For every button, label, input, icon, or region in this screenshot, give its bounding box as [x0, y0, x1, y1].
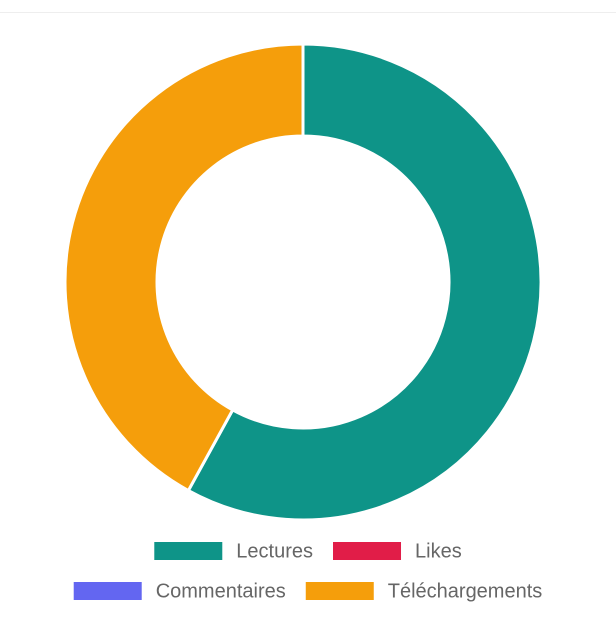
- legend-item[interactable]: Likes: [333, 540, 462, 562]
- doughnut: [63, 42, 543, 522]
- legend-swatch: [154, 542, 223, 560]
- legend-label: Téléchargements: [388, 580, 543, 602]
- legend-label: Lectures: [236, 540, 313, 562]
- doughnut-segment: [63, 42, 305, 493]
- legend-swatch: [333, 542, 402, 560]
- legend-item[interactable]: Lectures: [154, 540, 313, 562]
- legend: Lectures Likes Commentaires Téléchargements: [73, 540, 543, 602]
- legend-item[interactable]: Commentaires: [73, 580, 286, 602]
- legend-label: Commentaires: [156, 580, 286, 602]
- legend-swatch: [305, 582, 374, 600]
- doughnut-segment: [186, 42, 543, 522]
- legend-label: Likes: [415, 540, 462, 562]
- legend-swatch: [73, 582, 142, 600]
- legend-item[interactable]: Téléchargements: [305, 580, 543, 602]
